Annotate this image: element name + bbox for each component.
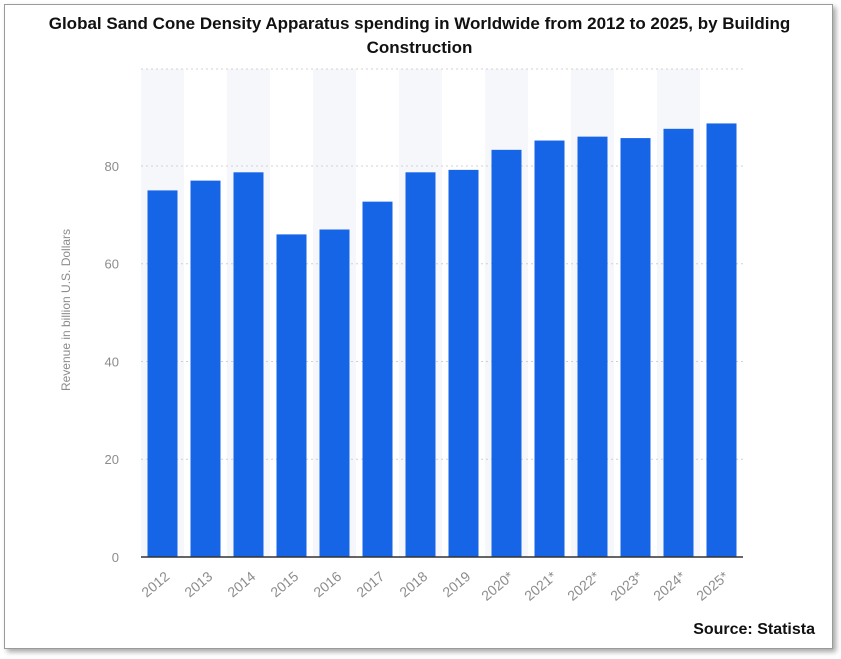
bar [448,169,479,557]
bar [362,201,393,557]
x-tick-label: 2015 [267,568,301,600]
y-tick-label: 20 [105,452,119,467]
bar [577,136,608,557]
source-label: Source: Statista [693,621,815,638]
x-tick-label: 2025* [693,568,732,604]
x-tick-label: 2022* [564,568,603,604]
y-tick-label: 80 [105,159,119,174]
y-tick-label: 40 [105,354,119,369]
bar [319,229,350,557]
x-tick-label: 2019 [439,568,473,600]
x-tick-label: 2013 [181,568,215,600]
bar [663,128,694,557]
x-tick-label: 2017 [353,568,387,600]
bar [276,234,307,557]
x-tick-label: 2024* [650,568,689,604]
bar [405,172,436,558]
bar [233,172,264,558]
x-tick-label: 2018 [396,568,430,600]
bar [190,180,221,557]
x-tick-label: 2014 [224,568,258,600]
chart-title: Global Sand Cone Density Apparatus spend… [48,14,791,57]
x-tick-label: 2021* [521,568,560,604]
bar [491,149,522,558]
y-tick-label: 60 [105,257,119,272]
x-tick-label: 2023* [607,568,646,604]
x-tick-label: 2016 [310,568,344,600]
bar [620,138,651,558]
bar [534,140,565,557]
x-tick-label: 2012 [138,568,172,600]
bar [147,190,178,557]
x-tick-label: 2020* [478,568,517,604]
y-tick-label: 0 [112,550,119,565]
bar [706,123,737,558]
